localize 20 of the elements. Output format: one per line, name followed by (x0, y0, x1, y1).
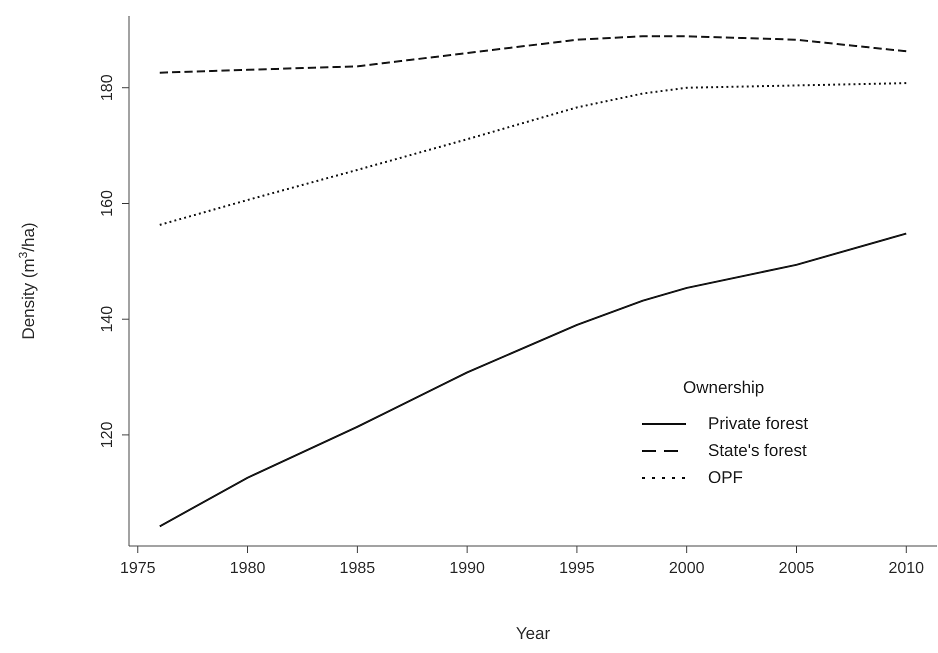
x-tick-label: 2005 (778, 560, 814, 577)
legend-label: State's forest (708, 440, 807, 460)
y-tick-label: 120 (99, 421, 116, 448)
y-tick-label: 180 (99, 74, 116, 102)
line-series (158, 82, 908, 226)
y-tick-label: 140 (99, 306, 116, 333)
line-series (158, 35, 908, 74)
x-axis-title: Year (516, 624, 551, 643)
x-tick-label: 2000 (668, 560, 705, 577)
x-tick-label: 2010 (888, 560, 924, 577)
x-tick-label: 1990 (449, 560, 486, 577)
legend-label: OPF (708, 468, 743, 488)
x-tick-label: 1995 (559, 560, 595, 577)
x-tick-label: 1975 (120, 560, 156, 577)
y-tick-label: 160 (99, 190, 116, 217)
line-series (158, 232, 908, 528)
x-tick-label: 1980 (230, 560, 266, 577)
legend-title: Ownership (682, 378, 766, 398)
legend-label: Private forest (708, 414, 808, 434)
x-tick-label: 1985 (340, 560, 376, 577)
